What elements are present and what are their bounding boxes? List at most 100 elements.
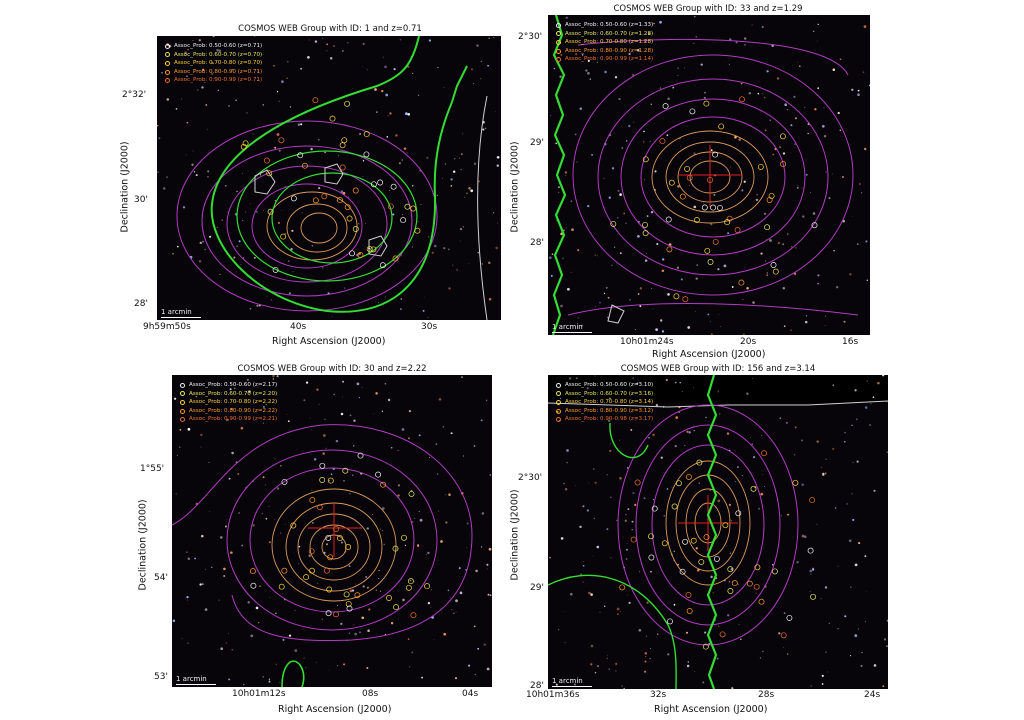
member-circle bbox=[346, 605, 353, 612]
background-source bbox=[205, 569, 206, 570]
background-source bbox=[675, 416, 679, 419]
background-source bbox=[613, 246, 616, 248]
x-axis-label: Right Ascension (J2000) bbox=[272, 336, 386, 347]
member-circle bbox=[735, 510, 742, 517]
background-source bbox=[769, 119, 771, 121]
background-source bbox=[704, 92, 706, 94]
background-source bbox=[437, 510, 439, 512]
legend-entry: Assoc_Prob: 0.60-0.70 (z=2.20) bbox=[180, 390, 277, 399]
background-source bbox=[794, 143, 796, 145]
background-source bbox=[440, 612, 442, 614]
background-source bbox=[569, 592, 573, 596]
background-source bbox=[383, 56, 384, 58]
background-source bbox=[623, 687, 626, 689]
background-source bbox=[223, 575, 226, 577]
background-source bbox=[225, 642, 227, 644]
background-source bbox=[777, 241, 781, 245]
background-source bbox=[609, 449, 612, 453]
y-tick-label: 29' bbox=[530, 583, 544, 593]
background-source bbox=[749, 437, 751, 438]
background-source bbox=[796, 561, 799, 564]
background-source bbox=[577, 139, 578, 141]
background-source bbox=[810, 573, 812, 575]
background-source bbox=[563, 229, 565, 232]
background-source bbox=[786, 653, 789, 655]
background-source bbox=[594, 375, 596, 377]
background-source bbox=[633, 121, 635, 123]
background-source bbox=[650, 648, 651, 650]
background-source bbox=[734, 135, 737, 139]
background-source bbox=[241, 544, 244, 547]
background-source bbox=[288, 634, 292, 637]
background-source bbox=[255, 606, 259, 610]
background-source bbox=[451, 609, 453, 611]
member-circle bbox=[325, 610, 332, 617]
background-source bbox=[381, 410, 384, 412]
background-source bbox=[352, 474, 354, 476]
background-source bbox=[709, 489, 711, 491]
background-source bbox=[817, 87, 820, 90]
background-source bbox=[324, 151, 326, 154]
background-source bbox=[693, 15, 696, 18]
background-source bbox=[763, 486, 765, 488]
background-source bbox=[825, 458, 827, 460]
background-source bbox=[801, 483, 804, 486]
member-circle bbox=[704, 247, 711, 254]
background-source bbox=[868, 84, 870, 87]
background-source bbox=[680, 278, 683, 281]
background-source bbox=[288, 292, 291, 295]
background-source bbox=[331, 316, 333, 317]
background-source bbox=[473, 162, 477, 166]
background-source bbox=[606, 657, 609, 660]
circle-marker-icon bbox=[180, 382, 185, 388]
background-source bbox=[172, 619, 176, 622]
background-source bbox=[273, 233, 275, 235]
background-source bbox=[193, 171, 196, 173]
background-source bbox=[760, 492, 764, 496]
panel-group-1: COSMOS WEB Group with ID: 1 and z=0.71 bbox=[0, 0, 512, 360]
background-source bbox=[587, 71, 590, 75]
background-source bbox=[318, 403, 320, 405]
background-source bbox=[579, 525, 582, 529]
background-source bbox=[288, 260, 290, 263]
background-source bbox=[287, 420, 290, 423]
background-source bbox=[365, 575, 368, 579]
background-source bbox=[200, 446, 202, 448]
background-source bbox=[782, 647, 784, 649]
background-source bbox=[390, 446, 393, 449]
background-source bbox=[366, 666, 369, 670]
background-source bbox=[466, 547, 468, 549]
background-source bbox=[666, 134, 669, 136]
background-source bbox=[311, 245, 313, 247]
member-circle bbox=[393, 604, 400, 611]
background-source bbox=[493, 212, 495, 214]
background-source bbox=[234, 387, 236, 390]
background-source bbox=[650, 210, 654, 214]
circle-marker-icon bbox=[180, 408, 185, 414]
background-source bbox=[475, 569, 478, 573]
background-source bbox=[161, 72, 163, 74]
background-source bbox=[184, 51, 187, 54]
background-source bbox=[437, 66, 439, 69]
background-source bbox=[450, 432, 453, 435]
background-source bbox=[817, 282, 819, 285]
legend: Assoc_Prob: 0.50-0.60 (z=2.17) Assoc_Pro… bbox=[180, 381, 277, 424]
background-source bbox=[841, 175, 845, 179]
background-source bbox=[553, 67, 556, 70]
background-source bbox=[408, 409, 412, 413]
legend-entry: Assoc_Prob: 0.60-0.70 (z=1.28) bbox=[556, 30, 653, 39]
background-source bbox=[594, 671, 597, 674]
background-source bbox=[246, 378, 249, 382]
background-source bbox=[362, 585, 365, 588]
background-source bbox=[204, 608, 208, 611]
background-source bbox=[421, 676, 424, 679]
background-source bbox=[659, 20, 662, 24]
background-source bbox=[619, 439, 621, 441]
background-source bbox=[702, 681, 705, 684]
member-circle bbox=[343, 591, 350, 598]
background-source bbox=[348, 565, 351, 568]
background-source bbox=[854, 634, 858, 637]
background-source bbox=[603, 177, 605, 179]
background-source bbox=[253, 36, 256, 37]
background-source bbox=[787, 233, 789, 235]
